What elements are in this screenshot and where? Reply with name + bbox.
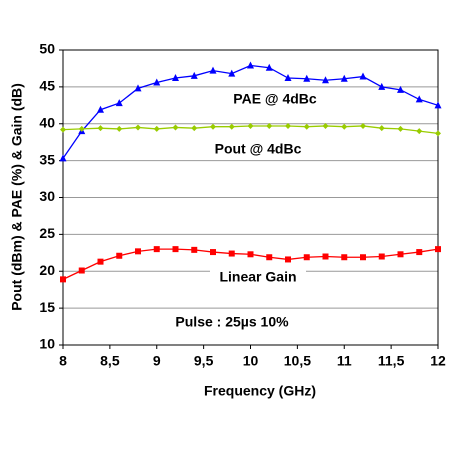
point <box>397 125 404 132</box>
point <box>172 246 179 253</box>
point <box>153 125 160 132</box>
point <box>322 76 329 84</box>
point <box>303 74 311 82</box>
y-tick-label: 30 <box>39 188 55 204</box>
series-label: Linear Gain <box>219 269 296 285</box>
x-tick-label: 8,5 <box>100 353 120 369</box>
point <box>434 101 442 109</box>
x-tick-label: 9 <box>153 353 161 369</box>
point <box>190 71 198 79</box>
point <box>378 82 386 90</box>
point <box>97 105 104 113</box>
point <box>284 74 292 82</box>
series-label: PAE @ 4dBc <box>233 91 317 107</box>
y-tick-label: 45 <box>39 78 55 94</box>
point <box>97 125 104 132</box>
point <box>266 122 273 129</box>
point <box>341 254 348 261</box>
x-tick-label: 12 <box>430 353 446 369</box>
point <box>228 250 235 257</box>
x-axis-label: Frequency (GHz) <box>204 383 316 399</box>
y-tick-label: 25 <box>39 225 55 241</box>
point <box>247 251 254 258</box>
point <box>265 63 273 71</box>
point <box>78 125 85 132</box>
y-tick-label: 40 <box>39 114 55 130</box>
x-tick-label: 10 <box>243 353 259 369</box>
point <box>60 276 66 283</box>
point <box>210 249 216 256</box>
point <box>397 85 404 93</box>
point <box>153 78 161 86</box>
point <box>116 252 123 259</box>
x-tick-label: 10,5 <box>284 353 311 369</box>
point <box>415 95 423 103</box>
y-tick-label: 50 <box>39 41 55 57</box>
point <box>322 122 329 129</box>
point <box>435 130 441 137</box>
point <box>172 124 179 131</box>
point <box>116 125 123 132</box>
x-tick-label: 11 <box>337 353 352 369</box>
annotation: Pulse : 25µs 10% <box>175 314 289 330</box>
y-tick-label: 15 <box>39 299 55 315</box>
point <box>360 122 366 129</box>
point <box>191 246 198 253</box>
point <box>153 246 160 253</box>
x-tick-label: 9,5 <box>194 353 214 369</box>
point <box>134 84 142 92</box>
point <box>228 69 236 77</box>
point <box>360 254 366 261</box>
point <box>322 253 329 260</box>
point <box>60 126 66 133</box>
point <box>303 123 310 130</box>
plot-border <box>62 49 439 346</box>
series-label: Pout @ 4dBc <box>215 141 302 157</box>
point <box>285 122 291 129</box>
label-box <box>210 267 306 289</box>
point <box>341 123 348 130</box>
point <box>172 74 179 82</box>
point <box>285 256 291 263</box>
point <box>340 74 348 82</box>
point <box>416 249 423 256</box>
point <box>359 72 367 80</box>
point <box>209 66 217 74</box>
point <box>397 251 404 258</box>
y-tick-label: 20 <box>39 262 55 278</box>
point <box>266 254 273 261</box>
point <box>115 99 123 107</box>
point <box>416 128 423 135</box>
point <box>59 154 67 162</box>
x-tick-label: 11,5 <box>378 353 405 369</box>
y-tick-label: 10 <box>39 336 55 352</box>
point <box>135 124 141 131</box>
point <box>378 253 385 260</box>
y-tick-label: 35 <box>39 151 55 167</box>
point <box>135 248 141 255</box>
point <box>247 122 254 129</box>
point <box>78 267 85 274</box>
point <box>228 123 235 130</box>
point <box>303 254 310 261</box>
point <box>435 246 441 253</box>
x-tick-label: 8 <box>59 353 67 369</box>
y-axis-label: Pout (dBm) & PAE (%) & Gain (dB) <box>9 83 25 311</box>
point <box>378 125 385 132</box>
point <box>210 123 216 130</box>
point <box>247 61 254 69</box>
point <box>97 258 104 265</box>
point <box>191 125 198 132</box>
